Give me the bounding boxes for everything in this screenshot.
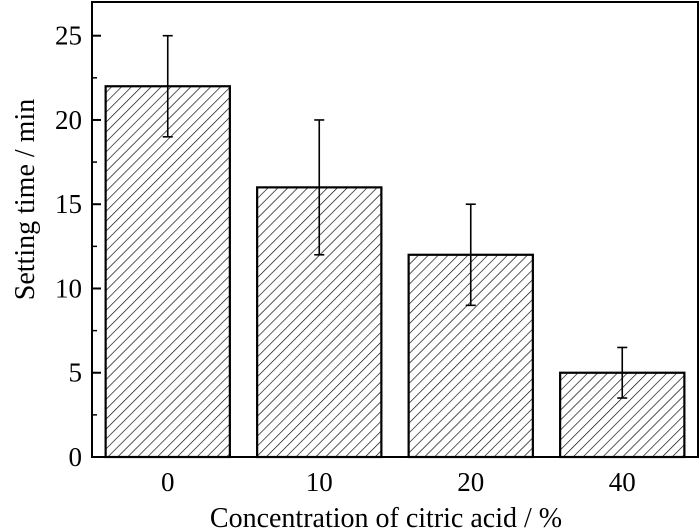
bar-0 [104,85,231,459]
x-axis-title: Concentration of citric acid / % [210,503,562,531]
bars [104,85,686,459]
y-tick-label: 0 [69,442,83,472]
y-axis-title: Setting time / min [10,99,41,300]
y-tick-label: 20 [55,105,82,135]
x-tick-label: 0 [161,467,175,497]
x-tick-label: 20 [457,467,484,497]
error-bars [162,34,628,399]
y-axis: 0 5 10 15 20 25 [55,21,101,472]
y-tick-label: 15 [55,189,82,219]
plot-frame [91,1,699,458]
x-tick-label: 40 [609,467,636,497]
y-tick-label: 10 [55,273,82,303]
x-tick-label: 10 [306,467,333,497]
y-tick-label: 5 [69,358,83,388]
y-tick-label: 25 [55,21,82,51]
